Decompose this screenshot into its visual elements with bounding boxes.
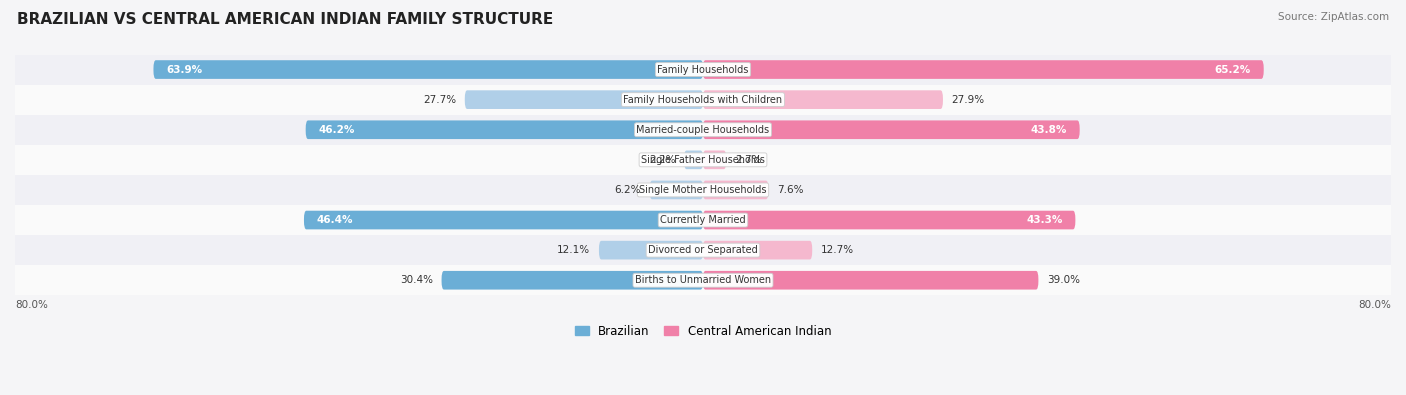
Text: Source: ZipAtlas.com: Source: ZipAtlas.com bbox=[1278, 12, 1389, 22]
FancyBboxPatch shape bbox=[685, 150, 703, 169]
Text: Single Father Households: Single Father Households bbox=[641, 155, 765, 165]
FancyBboxPatch shape bbox=[465, 90, 703, 109]
Text: Family Households: Family Households bbox=[658, 64, 748, 75]
Text: Divorced or Separated: Divorced or Separated bbox=[648, 245, 758, 255]
Bar bbox=[15, 85, 1391, 115]
Text: 30.4%: 30.4% bbox=[399, 275, 433, 285]
Text: Births to Unmarried Women: Births to Unmarried Women bbox=[636, 275, 770, 285]
Text: 2.2%: 2.2% bbox=[650, 155, 675, 165]
Bar bbox=[15, 115, 1391, 145]
FancyBboxPatch shape bbox=[153, 60, 703, 79]
FancyBboxPatch shape bbox=[441, 271, 703, 290]
Text: BRAZILIAN VS CENTRAL AMERICAN INDIAN FAMILY STRUCTURE: BRAZILIAN VS CENTRAL AMERICAN INDIAN FAM… bbox=[17, 12, 553, 27]
Text: Currently Married: Currently Married bbox=[661, 215, 745, 225]
Text: 43.3%: 43.3% bbox=[1026, 215, 1063, 225]
FancyBboxPatch shape bbox=[703, 150, 727, 169]
Text: 27.7%: 27.7% bbox=[423, 95, 456, 105]
Text: 7.6%: 7.6% bbox=[778, 185, 803, 195]
Text: 39.0%: 39.0% bbox=[1047, 275, 1080, 285]
FancyBboxPatch shape bbox=[703, 241, 813, 260]
FancyBboxPatch shape bbox=[703, 120, 1080, 139]
FancyBboxPatch shape bbox=[305, 120, 703, 139]
FancyBboxPatch shape bbox=[703, 271, 1039, 290]
Text: 80.0%: 80.0% bbox=[1358, 300, 1391, 310]
Bar bbox=[15, 265, 1391, 295]
Bar bbox=[15, 145, 1391, 175]
Text: Single Mother Households: Single Mother Households bbox=[640, 185, 766, 195]
Bar bbox=[15, 55, 1391, 85]
Bar bbox=[15, 235, 1391, 265]
Text: 27.9%: 27.9% bbox=[952, 95, 984, 105]
Legend: Brazilian, Central American Indian: Brazilian, Central American Indian bbox=[569, 320, 837, 342]
FancyBboxPatch shape bbox=[304, 211, 703, 229]
FancyBboxPatch shape bbox=[599, 241, 703, 260]
FancyBboxPatch shape bbox=[703, 211, 1076, 229]
Text: 6.2%: 6.2% bbox=[614, 185, 641, 195]
FancyBboxPatch shape bbox=[703, 181, 768, 199]
Text: 2.7%: 2.7% bbox=[735, 155, 761, 165]
Text: Married-couple Households: Married-couple Households bbox=[637, 125, 769, 135]
FancyBboxPatch shape bbox=[703, 60, 1264, 79]
Text: 63.9%: 63.9% bbox=[166, 64, 202, 75]
Bar bbox=[15, 205, 1391, 235]
Bar bbox=[15, 175, 1391, 205]
Text: 43.8%: 43.8% bbox=[1031, 125, 1067, 135]
FancyBboxPatch shape bbox=[703, 90, 943, 109]
FancyBboxPatch shape bbox=[650, 181, 703, 199]
Text: Family Households with Children: Family Households with Children bbox=[623, 95, 783, 105]
Text: 46.2%: 46.2% bbox=[319, 125, 354, 135]
Text: 12.1%: 12.1% bbox=[557, 245, 591, 255]
Text: 80.0%: 80.0% bbox=[15, 300, 48, 310]
Text: 65.2%: 65.2% bbox=[1215, 64, 1251, 75]
Text: 12.7%: 12.7% bbox=[821, 245, 853, 255]
Text: 46.4%: 46.4% bbox=[316, 215, 353, 225]
